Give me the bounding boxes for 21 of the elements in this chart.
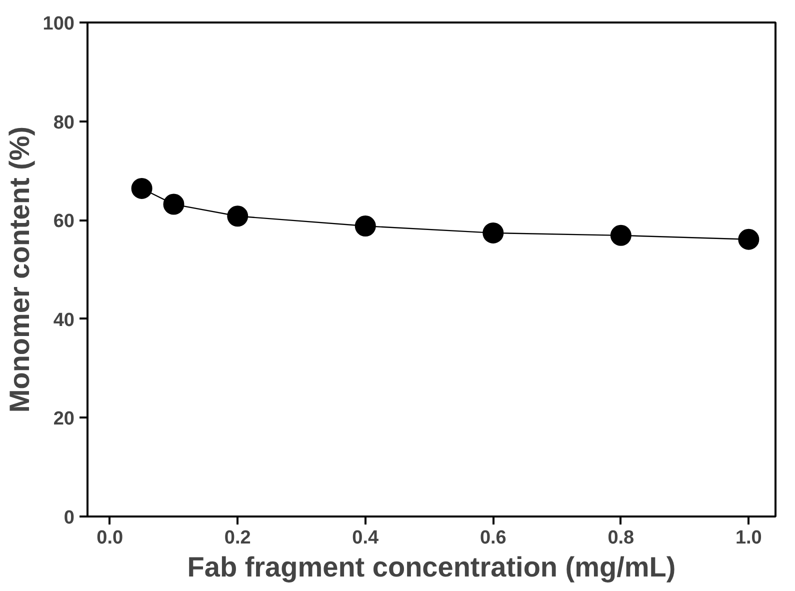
x-tick-label: 0.6	[480, 528, 506, 548]
point	[131, 178, 152, 199]
x-axis-title: Fab fragment concentration (mg/mL)	[187, 552, 676, 582]
x-tick-label: 0.2	[224, 528, 251, 548]
x-tick-label: 0.0	[96, 528, 124, 548]
y-tick-label: 60	[53, 211, 75, 232]
x-tick-label: 1.0	[735, 528, 762, 548]
y-tick-label: 80	[53, 112, 75, 134]
point	[610, 224, 632, 246]
point	[354, 216, 376, 237]
x-tick-label: 0.8	[608, 528, 634, 548]
point	[738, 228, 760, 250]
x-tick-label: 0.4	[352, 528, 380, 548]
y-tick-label: 20	[53, 408, 75, 430]
y-tick-label: 100	[42, 14, 74, 34]
y-tick-label: 0	[64, 508, 75, 528]
y-axis-title: Monomer content (%)	[4, 126, 35, 413]
point	[163, 194, 184, 215]
point	[227, 206, 248, 227]
y-tick-label: 40	[53, 310, 75, 331]
point	[482, 222, 504, 244]
